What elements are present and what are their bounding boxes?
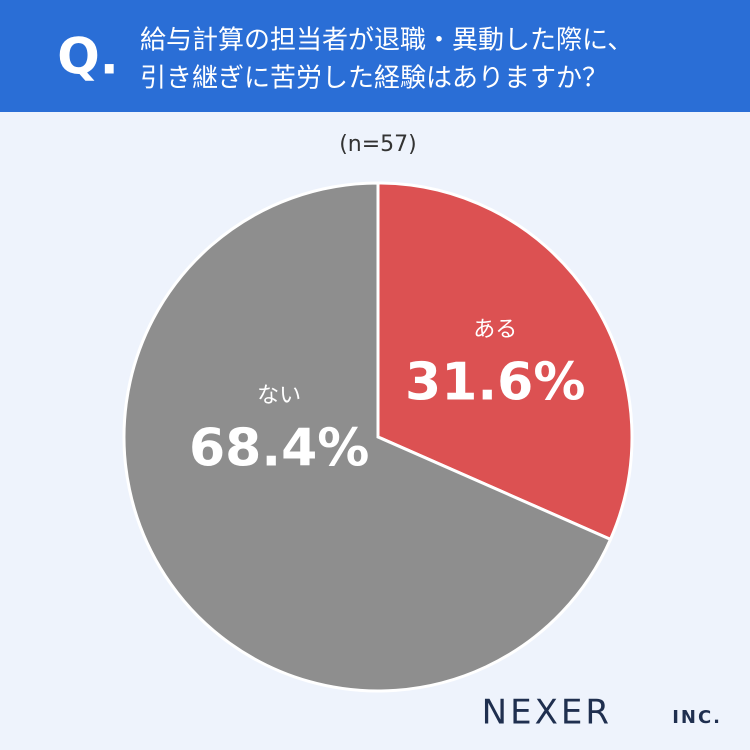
slice-category-label: ない xyxy=(257,383,301,408)
title-line: 引き継ぎに苦労した経験はありますか？ xyxy=(140,64,608,94)
slice-value-label: 68.4% xyxy=(189,418,369,478)
pie xyxy=(122,181,634,693)
header-band xyxy=(0,0,750,112)
pie-slice xyxy=(376,181,634,542)
brand-suffix: INC. xyxy=(672,707,722,728)
question-mark: Q. xyxy=(57,28,119,86)
slice-value-label: 31.6% xyxy=(405,353,585,413)
title-line: 給与計算の担当者が退職・異動した際に、 xyxy=(140,26,633,56)
subtitle: (n=57) xyxy=(339,132,417,157)
slice-category-label: ある xyxy=(473,318,517,343)
brand-name: NEXER xyxy=(482,693,612,733)
pie-slice xyxy=(122,181,613,693)
